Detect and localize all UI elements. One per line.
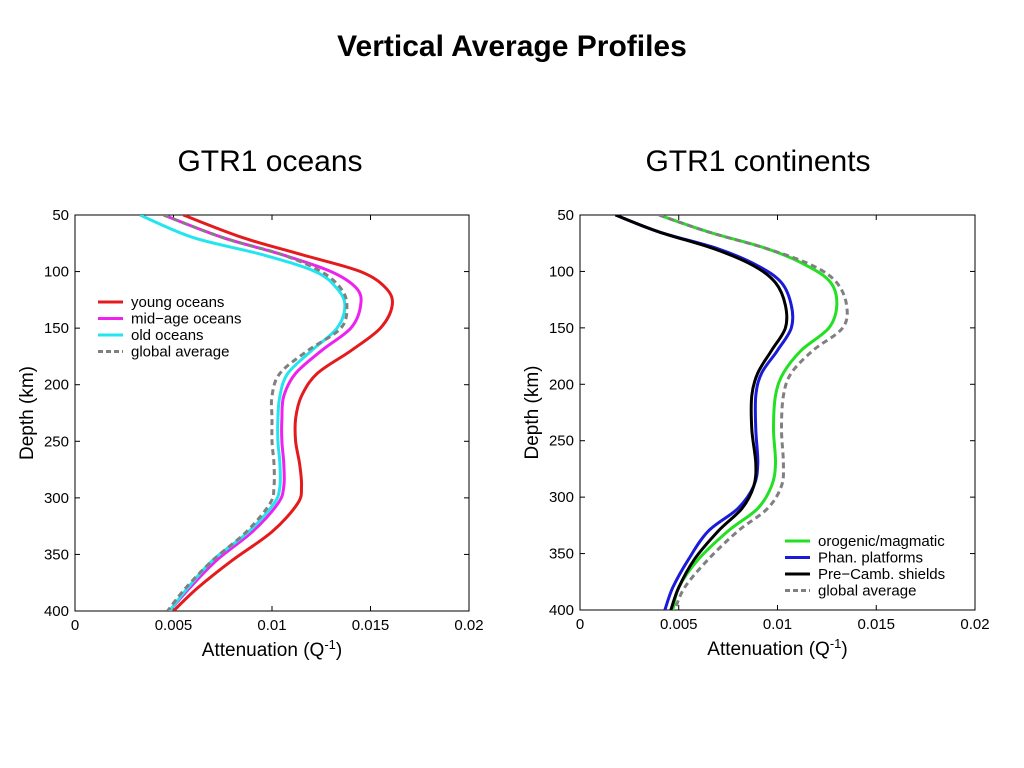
y-axis-label-oceans: Depth (km) (17, 366, 38, 460)
x-tick-label-oceans: 0.01 (257, 617, 286, 634)
x-tick-label-oceans: 0.005 (155, 617, 193, 634)
y-axis-label-continents: Depth (km) (522, 366, 543, 460)
y-tick-label-continents: 400 (549, 602, 574, 619)
series-line-continents-0 (658, 215, 839, 610)
y-tick-label-oceans: 250 (44, 433, 69, 450)
series-line-continents-2 (614, 215, 789, 610)
legend-label-continents-0: orogenic/magmatic (818, 533, 945, 550)
y-tick-label-continents: 250 (549, 433, 574, 450)
legend-label-oceans-2: old oceans (131, 327, 204, 344)
series-line-continents-1 (614, 215, 795, 610)
y-tick-label-oceans: 400 (44, 603, 69, 620)
chart-title-continents: GTR1 continents (645, 145, 871, 178)
x-axis-label-continents: Attenuation (Q-1) (707, 636, 847, 660)
chart-oceans: 0 0.005 0.01 0.015 0.02 50 100 150 200 250 300 350 4… (17, 207, 484, 661)
page-title: Vertical Average Profiles (337, 30, 687, 63)
y-tick-label-oceans: 350 (44, 546, 69, 563)
y-tick-label-oceans: 150 (44, 320, 69, 337)
series-line-continents-3 (658, 215, 849, 610)
y-tick-label-continents: 100 (549, 263, 574, 280)
x-tick-label-oceans: 0.015 (352, 617, 390, 634)
series-group-continents (614, 215, 849, 610)
y-tick-label-continents: 150 (549, 320, 574, 337)
series-group-oceans (139, 215, 394, 611)
legend-label-continents-1: Phan. platforms (818, 550, 923, 567)
x-axis-label-oceans: Attenuation (Q-1) (202, 637, 342, 661)
legend-label-continents-3: global average (818, 583, 916, 600)
legend-label-continents-2: Pre−Camb. shields (818, 566, 945, 583)
y-tick-label-oceans: 100 (44, 264, 69, 281)
series-line-oceans-3 (163, 215, 349, 611)
legend-label-oceans-0: young oceans (131, 294, 224, 311)
chart-title-oceans: GTR1 oceans (177, 145, 363, 178)
chart-continents: 0 0.005 0.01 0.015 0.02 50 100 150 200 250 300 350 4… (522, 207, 990, 660)
y-tick-label-continents: 350 (549, 546, 574, 563)
x-tick-label-continents: 0.005 (660, 616, 698, 633)
y-tick-label-oceans: 300 (44, 490, 69, 507)
x-tick-label-continents: 0.01 (763, 616, 792, 633)
legend-label-oceans-3: global average (131, 344, 229, 361)
y-tick-label-continents: 50 (557, 207, 574, 224)
x-tick-label-continents: 0.02 (960, 616, 989, 633)
x-tick-label-continents: 0.015 (857, 616, 895, 633)
y-tick-label-oceans: 50 (52, 207, 69, 224)
x-tick-label-continents: 0 (576, 616, 584, 633)
y-tick-label-continents: 200 (549, 376, 574, 393)
x-tick-label-oceans: 0.02 (454, 617, 483, 634)
x-tick-label-oceans: 0 (71, 617, 79, 634)
y-tick-label-oceans: 200 (44, 377, 69, 394)
legend-label-oceans-1: mid−age oceans (131, 311, 242, 328)
y-tick-label-continents: 300 (549, 489, 574, 506)
series-line-oceans-1 (163, 215, 363, 611)
series-line-oceans-0 (172, 215, 394, 611)
